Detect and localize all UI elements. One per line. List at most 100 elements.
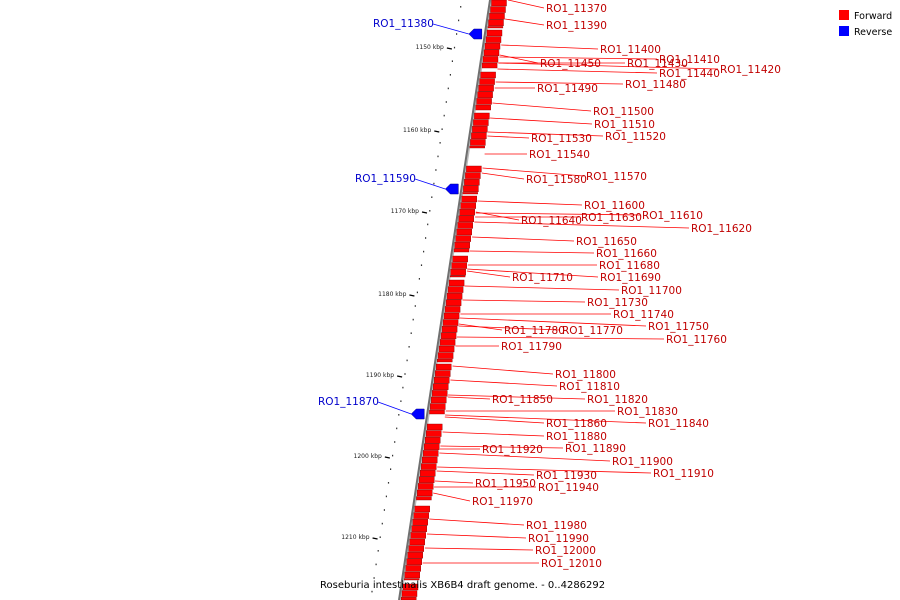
legend-reverse-swatch (839, 26, 849, 36)
label-connector (499, 56, 658, 60)
forward-gene-label[interactable]: RO1_11970 (472, 496, 533, 508)
tick-dot (373, 577, 375, 579)
forward-gene-label[interactable]: RO1_11840 (648, 418, 709, 430)
forward-gene-label[interactable]: RO1_11820 (587, 394, 648, 406)
tick-dot (453, 46, 456, 49)
forward-gene-block (450, 269, 466, 276)
forward-gene-label[interactable]: RO1_11530 (531, 133, 592, 145)
forward-gene-block (464, 178, 480, 186)
forward-gene-block (401, 590, 418, 597)
label-connector (498, 62, 719, 70)
axis-ticks: 1150 kbp 1160 kbp 1170 kbp 1180 kbp 1190 kbp… (341, 44, 452, 541)
forward-gene-label[interactable]: RO1_11770 (562, 325, 623, 337)
forward-gene-label[interactable]: RO1_11740 (613, 309, 674, 321)
forward-gene-label[interactable]: RO1_11430 (627, 58, 688, 70)
reverse-gene-label[interactable]: RO1_11870 (318, 396, 379, 408)
forward-gene-label[interactable]: RO1_12000 (535, 545, 596, 557)
forward-gene-label[interactable]: RO1_11730 (587, 297, 648, 309)
forward-gene-label[interactable]: RO1_11440 (659, 68, 720, 80)
forward-gene-label[interactable]: RO1_11450 (540, 58, 601, 70)
forward-gene-label[interactable]: RO1_11640 (521, 215, 582, 227)
forward-gene-label[interactable]: RO1_11690 (600, 272, 661, 284)
forward-gene-label[interactable]: RO1_11630 (581, 212, 642, 224)
kbp-tick-mark (397, 375, 403, 378)
label-connector (467, 268, 599, 278)
forward-gene-label[interactable]: RO1_11920 (482, 444, 543, 456)
forward-gene-label[interactable]: RO1_11610 (642, 210, 703, 222)
forward-gene-label[interactable]: RO1_11900 (612, 456, 673, 468)
forward-gene-block (466, 165, 482, 173)
forward-gene-label[interactable]: RO1_11890 (565, 443, 626, 455)
forward-gene-label[interactable]: RO1_11600 (584, 200, 645, 212)
forward-gene-label[interactable]: RO1_11800 (555, 369, 616, 381)
forward-gene-block (479, 78, 495, 85)
forward-gene-label[interactable]: RO1_11510 (594, 119, 655, 131)
forward-gene-block (488, 19, 504, 26)
forward-gene-label[interactable]: RO1_11980 (526, 520, 587, 532)
forward-gene-label[interactable]: RO1_11700 (621, 285, 682, 297)
forward-gene-block (437, 352, 454, 359)
forward-gene-label[interactable]: RO1_11910 (653, 468, 714, 480)
label-connector (456, 336, 665, 340)
forward-gene-label[interactable]: RO1_11500 (593, 106, 654, 118)
forward-gene-label[interactable]: RO1_11420 (720, 64, 781, 76)
forward-gene-label[interactable]: RO1_11580 (526, 174, 587, 186)
label-connector (444, 416, 545, 424)
forward-gene-block (477, 91, 493, 99)
forward-gene-label[interactable]: RO1_11680 (599, 260, 660, 272)
forward-gene-label[interactable]: RO1_11750 (648, 321, 709, 333)
forward-gene-label[interactable]: RO1_11990 (528, 533, 589, 545)
tick-dot (410, 332, 412, 334)
forward-gene-block (438, 345, 455, 353)
forward-gene-label[interactable]: RO1_11520 (605, 131, 666, 143)
forward-gene-label[interactable]: RO1_11650 (576, 236, 637, 248)
forward-gene-block (441, 326, 458, 333)
forward-gene-label[interactable]: RO1_11850 (492, 394, 553, 406)
forward-gene-label[interactable]: RO1_11400 (600, 44, 661, 56)
forward-gene-block (409, 538, 425, 546)
forward-gene-label[interactable]: RO1_11880 (546, 431, 607, 443)
reverse-gene-label[interactable]: RO1_11590 (355, 173, 416, 185)
forward-gene-label[interactable]: RO1_11370 (546, 3, 607, 15)
forward-gene-label[interactable]: RO1_11410 (659, 54, 720, 66)
forward-gene-label[interactable]: RO1_11940 (538, 482, 599, 494)
forward-gene-block (446, 293, 463, 300)
forward-gene-label[interactable]: RO1_12010 (541, 558, 602, 570)
forward-gene-block (423, 450, 439, 457)
forward-gene-label[interactable]: RO1_11790 (501, 341, 562, 353)
forward-gene-label[interactable]: RO1_11490 (537, 83, 598, 95)
forward-gene-block (435, 370, 451, 377)
forward-gene-label[interactable]: RO1_11620 (691, 223, 752, 235)
forward-gene-label[interactable]: RO1_11760 (666, 334, 727, 346)
forward-gene-label[interactable]: RO1_11390 (546, 20, 607, 32)
label-connector (436, 470, 535, 476)
forward-gene-label[interactable]: RO1_11860 (546, 418, 607, 430)
forward-gene-block (447, 286, 464, 293)
forward-gene-label[interactable]: RO1_11810 (559, 381, 620, 393)
forward-gene-label[interactable]: RO1_11710 (512, 272, 573, 284)
label-connector (447, 396, 491, 400)
reverse-label-connector (414, 178, 446, 190)
forward-gene-block (444, 306, 461, 313)
forward-gene-label[interactable]: RO1_11660 (596, 248, 657, 260)
kbp-tick-mark (384, 456, 390, 459)
forward-gene-label[interactable]: RO1_11780 (504, 325, 565, 337)
tick-dot (445, 101, 447, 103)
reverse-gene-label[interactable]: RO1_11380 (373, 18, 434, 30)
forward-gene-block (433, 383, 449, 390)
forward-gene-block (452, 255, 468, 263)
forward-gene-label[interactable]: RO1_11480 (625, 79, 686, 91)
forward-gene-block (425, 437, 441, 444)
genome-caption: Roseburia intestinalis XB6B4 draft genom… (320, 580, 605, 591)
forward-gene-block (465, 172, 481, 179)
forward-gene-block (432, 390, 448, 397)
tick-dot (435, 169, 437, 171)
forward-gene-label[interactable]: RO1_11570 (586, 171, 647, 183)
forward-gene-label[interactable]: RO1_11540 (529, 149, 590, 161)
label-connector (452, 365, 554, 375)
label-connector (482, 167, 585, 177)
forward-gene-label[interactable]: RO1_11930 (536, 470, 597, 482)
forward-gene-label[interactable]: RO1_11950 (475, 478, 536, 490)
forward-gene-label[interactable]: RO1_11830 (617, 406, 678, 418)
